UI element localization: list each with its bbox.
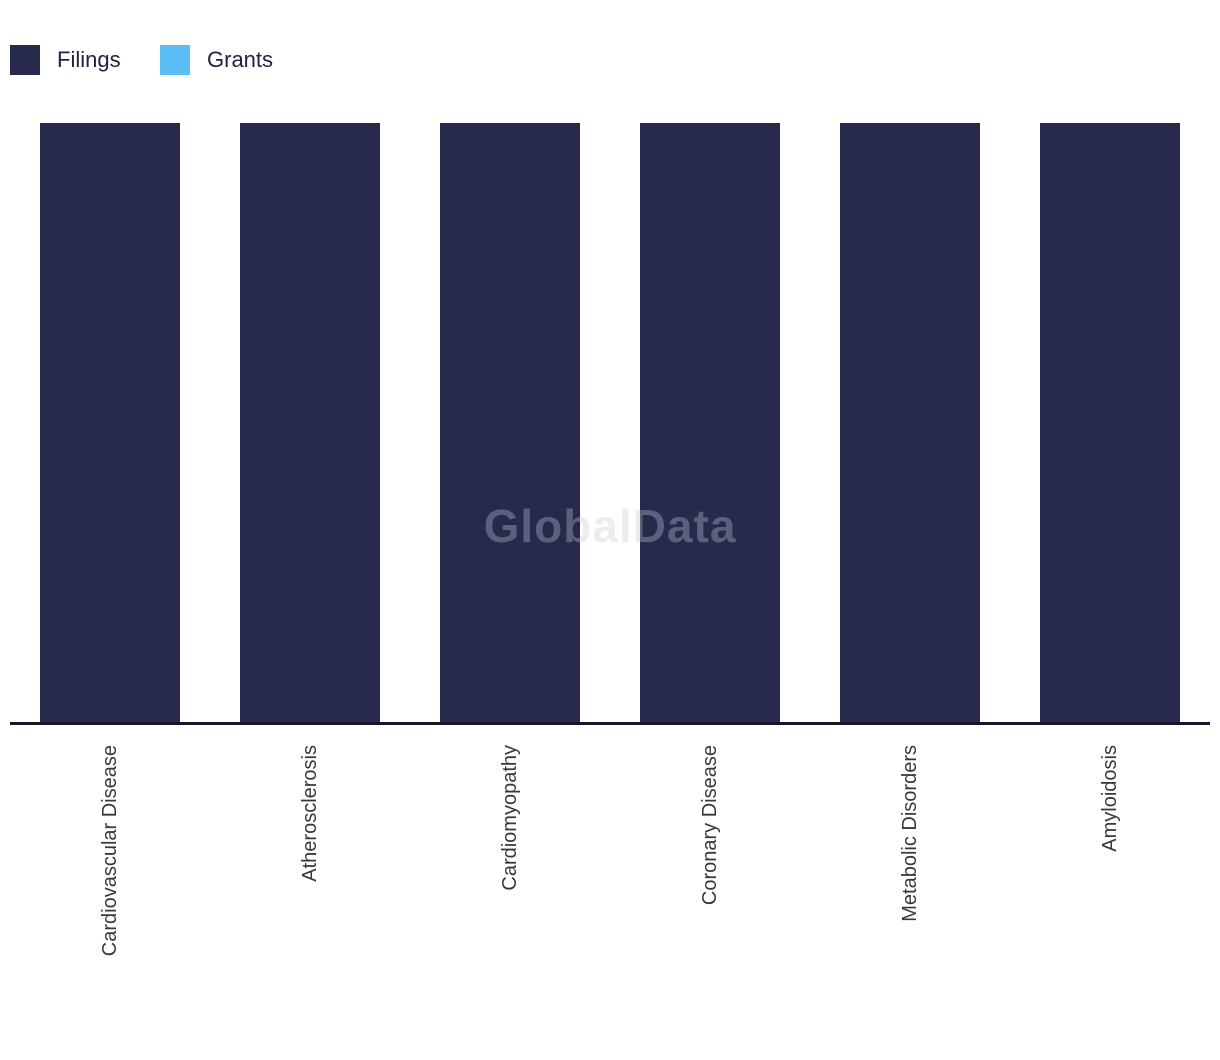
legend-label-filings: Filings — [57, 47, 121, 72]
x-axis-label: Metabolic Disorders — [899, 745, 921, 922]
x-axis-line — [10, 722, 1210, 725]
bar-filings[interactable] — [840, 123, 980, 722]
bar-filings[interactable] — [440, 123, 580, 722]
legend-item-filings[interactable]: Filings — [10, 45, 121, 75]
x-axis-label: Cardiovascular Disease — [99, 745, 121, 957]
x-axis-label: Cardiomyopathy — [499, 745, 521, 891]
bar-filings[interactable] — [640, 123, 780, 722]
bar-filings[interactable] — [240, 123, 380, 722]
watermark: GlobalData — [483, 500, 737, 552]
filings-swatch-icon — [10, 45, 40, 75]
x-axis-label: Atherosclerosis — [299, 745, 321, 882]
legend-item-grants[interactable]: Grants — [160, 45, 273, 75]
grants-swatch-icon — [160, 45, 190, 75]
x-axis-label: Coronary Disease — [699, 745, 721, 906]
x-axis-label: Amyloidosis — [1099, 745, 1121, 852]
bar-filings[interactable] — [1040, 123, 1180, 722]
bar-filings[interactable] — [40, 123, 180, 722]
legend-label-grants: Grants — [207, 47, 274, 72]
